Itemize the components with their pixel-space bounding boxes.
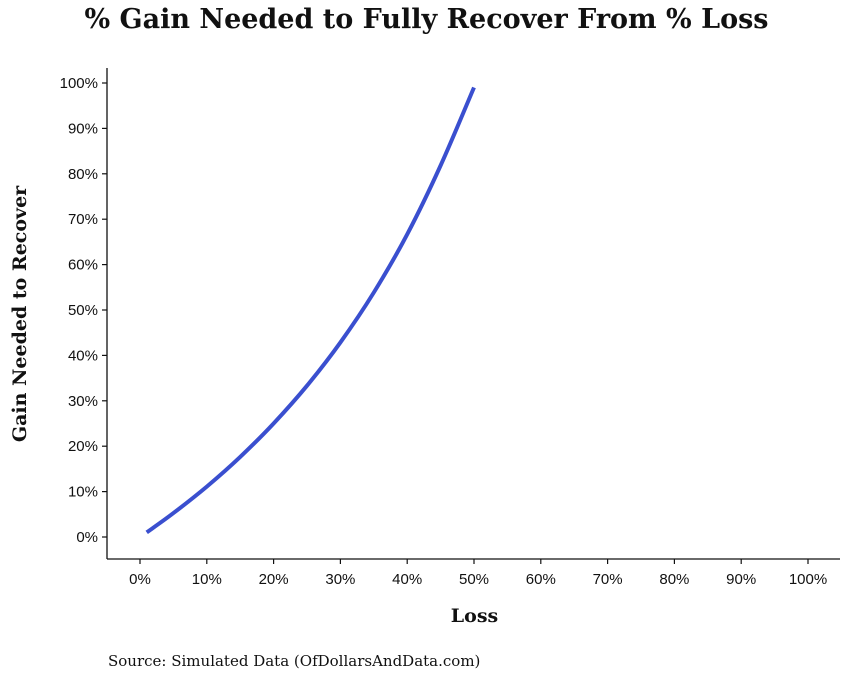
y-tick-label: 0% (76, 529, 98, 546)
x-tick-label: 50% (459, 571, 489, 588)
x-tick-label: 0% (129, 571, 151, 588)
chart-title: % Gain Needed to Fully Recover From % Lo… (84, 4, 769, 35)
series-group (145, 86, 476, 535)
y-axis-title: Gain Needed to Recover (9, 185, 31, 442)
x-tick-label: 20% (259, 571, 289, 588)
x-tick-label: 80% (659, 571, 689, 588)
y-tick-label: 90% (68, 120, 98, 137)
x-tick-label: 30% (325, 571, 355, 588)
x-tick-label: 10% (192, 571, 222, 588)
y-tick-label: 70% (68, 211, 98, 228)
y-tick-label: 50% (68, 302, 98, 319)
x-tick-label: 40% (392, 571, 422, 588)
source-note: Source: Simulated Data (OfDollarsAndData… (108, 652, 481, 670)
y-axis-ticks: 0% 10% 20% 30% 40% 50% 60% 70% 80% 90% 100% (60, 75, 107, 546)
x-tick-label: 90% (726, 571, 756, 588)
x-tick-label: 70% (593, 571, 623, 588)
y-tick-label: 80% (68, 166, 98, 183)
y-tick-label: 60% (68, 257, 98, 274)
y-tick-label: 30% (68, 393, 98, 410)
x-tick-label: 100% (789, 571, 827, 588)
y-tick-label: 10% (68, 484, 98, 501)
series-line (145, 86, 476, 535)
x-tick-label: 60% (526, 571, 556, 588)
y-tick-label: 20% (68, 438, 98, 455)
y-tick-label: 40% (68, 347, 98, 364)
y-tick-label: 100% (60, 75, 98, 92)
x-axis-ticks: 0% 10% 20% 30% 40% 50% 60% 70% 80% 90% 100% (129, 559, 827, 588)
x-axis-title: Loss (451, 605, 498, 627)
